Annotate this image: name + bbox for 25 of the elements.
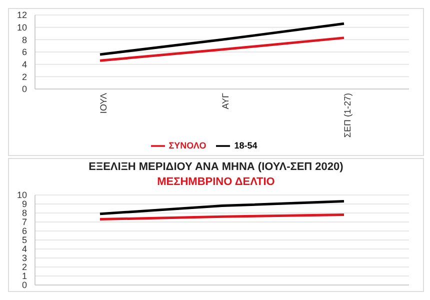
y-tick-label: 3 (22, 253, 27, 264)
chart-title: ΕΞΕΛΙΞΗ ΜΕΡΙΔΙΟΥ ΑΝΑ ΜΗΝΑ (ΙΟΥΛ-ΣΕΠ 2020) (88, 160, 344, 175)
y-tick-label: 8 (22, 34, 27, 45)
y-tick-label: 5 (22, 235, 27, 246)
y-tick-label: 10 (16, 22, 27, 33)
legend-label: ΣΥΝΟΛΟ (168, 140, 206, 150)
y-tick-label: 4 (22, 244, 27, 254)
y-tick-label: 8 (22, 208, 27, 218)
x-tick-label: ΙΟΥΛ (98, 93, 108, 114)
y-tick-label: 2 (22, 262, 27, 272)
y-tick-label: 6 (22, 47, 27, 58)
y-tick-label: 2 (22, 72, 27, 82)
y-tick-label: 1 (22, 271, 27, 282)
y-tick-label: 10 (16, 190, 27, 200)
legend-label: 18-54 (234, 140, 258, 150)
y-tick-label: 6 (22, 226, 27, 236)
y-tick-label: 9 (22, 199, 27, 210)
y-tick-label: 7 (22, 217, 27, 228)
y-tick-label: 4 (22, 60, 27, 70)
x-tick-label: ΑΥΓ (220, 92, 230, 110)
y-tick-label: 0 (22, 84, 27, 94)
y-tick-label: 0 (22, 280, 27, 290)
y-tick-label: 12 (16, 10, 27, 20)
chart-subtitle: ΜΕΣΗΜΒΡΙΝΟ ΔΕΛΤΙΟ (156, 175, 276, 189)
x-tick-label: ΣΕΠ (1-27) (342, 93, 352, 138)
